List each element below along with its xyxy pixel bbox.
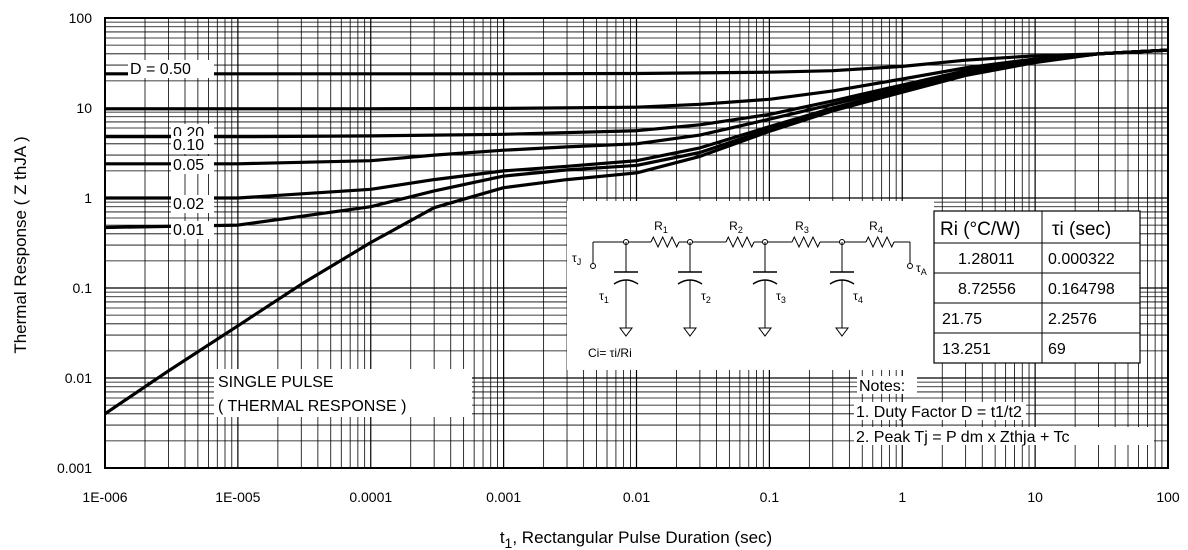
y-tick-label: 10 bbox=[76, 100, 92, 116]
x-tick-label: 1 bbox=[898, 489, 906, 505]
x-tick-label: 1E-005 bbox=[215, 489, 260, 505]
resistor-label: R3 bbox=[795, 219, 809, 235]
rc-table-frame bbox=[933, 210, 1141, 364]
series-line-0 bbox=[105, 48, 1169, 76]
series-line-6 bbox=[104, 48, 1169, 416]
single-pulse-bg bbox=[214, 369, 472, 417]
rc-table-cell: 69 bbox=[1048, 341, 1066, 358]
x-axis-title-sub: 1 bbox=[505, 535, 513, 550]
x-tick-label: 10 bbox=[1027, 489, 1043, 505]
series-lines bbox=[104, 48, 1169, 416]
notes-item: 2. Peak Tj = P dm x Zthja + Tc bbox=[856, 429, 1069, 446]
resistor-label: R4 bbox=[869, 219, 883, 235]
rc-table-cell: 21.75 bbox=[942, 311, 982, 328]
terminal-left-label: τJ bbox=[572, 251, 581, 267]
x-tick-label: 0.001 bbox=[486, 489, 521, 505]
series-label: D = 0.50 bbox=[130, 61, 191, 78]
x-axis-title: t1, Rectangular Pulse Duration (sec) bbox=[500, 528, 772, 550]
resistor-1 bbox=[650, 235, 680, 249]
resistor-2 bbox=[725, 235, 755, 249]
rc-table-cell: 1.28011 bbox=[958, 251, 1015, 268]
rc-table-cell: 2.2576 bbox=[1048, 311, 1097, 328]
annotations: SINGLE PULSE ( THERMAL RESPONSE ) R1 R2 R3 R4… bbox=[214, 201, 1154, 446]
plot-frame bbox=[104, 17, 1169, 469]
series-label: 0.10 bbox=[173, 137, 204, 154]
series-labels: D = 0.500.200.100.050.020.01 bbox=[128, 60, 214, 239]
x-tick-label: 100 bbox=[1156, 489, 1180, 505]
resistor-label: R2 bbox=[729, 219, 743, 235]
terminal-right-label: τA bbox=[916, 261, 927, 277]
y-tick-label: 0.01 bbox=[65, 370, 92, 386]
single-pulse-sublabel: ( THERMAL RESPONSE ) bbox=[218, 398, 406, 415]
ground-icon bbox=[758, 327, 772, 337]
ground-icon bbox=[683, 327, 697, 337]
rc-circuit-box bbox=[567, 201, 934, 370]
capacitance-formula: Ci= τi/Ri bbox=[588, 346, 632, 360]
notes-item: 1. Duty Factor D = t1/t2 bbox=[856, 404, 1022, 421]
notes-heading: Notes: bbox=[859, 378, 905, 395]
series-label: 0.05 bbox=[173, 157, 204, 174]
cap-label: τ4 bbox=[853, 289, 863, 305]
x-tick-label: 0.0001 bbox=[349, 489, 392, 505]
axis-ticks: 1E-006 1E-005 0.0001 0.001 0.01 0.1 1 10 100 0.00… bbox=[57, 10, 1180, 505]
ground-icon bbox=[835, 327, 849, 337]
x-tick-label: 0.01 bbox=[623, 489, 650, 505]
series-label-bg bbox=[171, 156, 214, 174]
notes-heading-bg bbox=[857, 376, 917, 394]
rc-table-cell: 13.251 bbox=[942, 341, 991, 358]
x-axis-title-t: t bbox=[500, 528, 505, 547]
rc-table-header: Ri (°C/W) bbox=[940, 219, 1020, 240]
series-label-bg bbox=[171, 195, 214, 213]
y-axis-title: Thermal Response ( Z thJA ) bbox=[11, 136, 30, 353]
x-axis-title-rest: , Rectangular Pulse Duration (sec) bbox=[512, 528, 772, 547]
cap-label: τ2 bbox=[701, 289, 711, 305]
series-label-bg bbox=[171, 136, 214, 154]
y-tick-label: 1 bbox=[84, 190, 92, 206]
series-label: 0.01 bbox=[173, 222, 204, 239]
series-label: 0.02 bbox=[173, 196, 204, 213]
y-tick-label: 0.1 bbox=[73, 280, 93, 296]
resistor-4 bbox=[865, 235, 895, 249]
notes: Notes: 1. Duty Factor D = t1/t2 2. Peak Tj… bbox=[854, 376, 1154, 446]
series-label-bg bbox=[128, 60, 214, 78]
series-label-bg bbox=[171, 221, 214, 239]
cap-label: τ3 bbox=[776, 289, 786, 305]
x-tick-label: 1E-006 bbox=[82, 489, 127, 505]
ground-icon bbox=[619, 327, 633, 337]
x-tick-label: 0.1 bbox=[760, 489, 780, 505]
rc-table: Ri (°C/W) τi (sec) 1.28011 0.000322 8.72556 0… bbox=[933, 210, 1141, 364]
notes-item-bg bbox=[854, 402, 1026, 420]
y-tick-label: 0.001 bbox=[57, 460, 92, 476]
rc-table-cell: 0.000322 bbox=[1048, 251, 1115, 268]
terminal-right bbox=[907, 263, 913, 269]
rc-table-cell: 8.72556 bbox=[958, 281, 1016, 298]
cap-label: τ1 bbox=[599, 289, 609, 305]
terminal-left bbox=[590, 263, 596, 269]
y-tick-label: 100 bbox=[69, 10, 93, 26]
single-pulse-label: SINGLE PULSE bbox=[218, 374, 334, 391]
rc-table-header: τi (sec) bbox=[1052, 219, 1111, 240]
rc-circuit: R1 R2 R3 R4 τ1 τ2 τ3 τ4 τJ τA Ci= τi/Ri bbox=[572, 219, 927, 360]
notes-item-bg bbox=[854, 427, 1154, 445]
resistor-label: R1 bbox=[654, 219, 668, 235]
rc-table-cell: 0.164798 bbox=[1048, 281, 1115, 298]
resistor-3 bbox=[791, 235, 821, 249]
